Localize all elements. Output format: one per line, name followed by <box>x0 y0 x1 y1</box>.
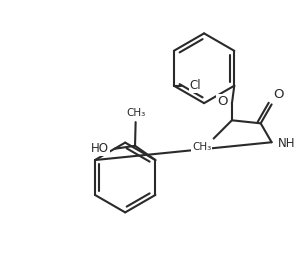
Text: HO: HO <box>91 142 109 155</box>
Text: O: O <box>217 95 228 108</box>
Text: NH: NH <box>278 137 295 150</box>
Text: CH₃: CH₃ <box>192 142 211 152</box>
Text: O: O <box>273 88 284 101</box>
Text: Cl: Cl <box>190 79 201 92</box>
Text: CH₃: CH₃ <box>126 108 145 119</box>
